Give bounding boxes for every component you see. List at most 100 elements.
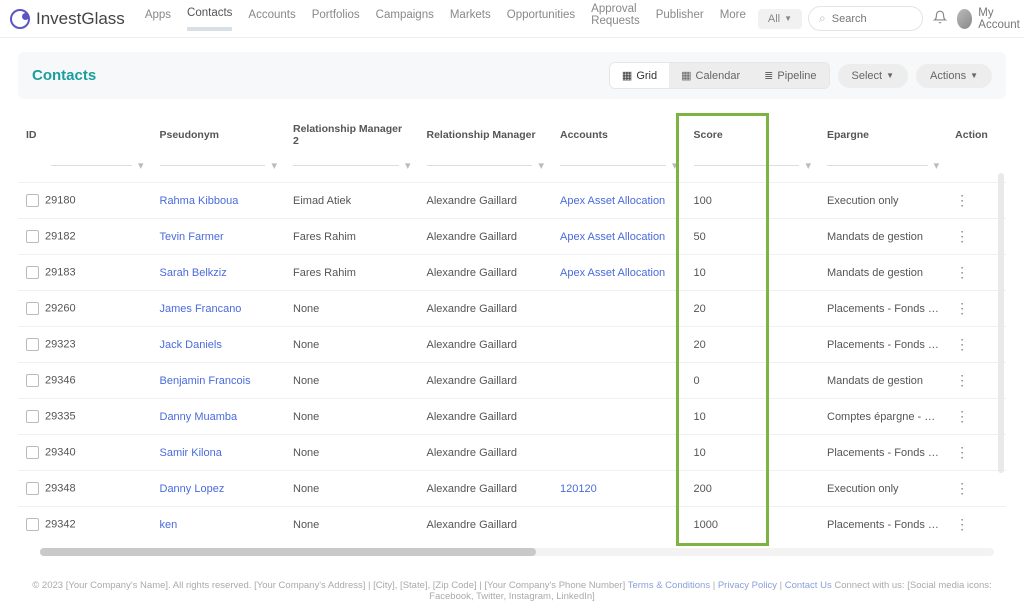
- col-id[interactable]: ID: [18, 113, 152, 155]
- filter-epargne[interactable]: ▾: [827, 159, 939, 172]
- nav-approval-requests[interactable]: Approval Requests: [591, 3, 640, 35]
- row-checkbox[interactable]: [26, 446, 39, 459]
- filter-score[interactable]: ▾: [694, 159, 812, 172]
- row-checkbox[interactable]: [26, 302, 39, 315]
- row-checkbox[interactable]: [26, 266, 39, 279]
- col-relationship-manager[interactable]: Relationship Manager: [419, 113, 553, 155]
- col-pseudonym[interactable]: Pseudonym: [152, 113, 286, 155]
- nav-accounts[interactable]: Accounts: [248, 9, 295, 29]
- search-input[interactable]: [832, 13, 912, 25]
- row-actions-icon[interactable]: ⋮: [955, 444, 969, 460]
- row-checkbox[interactable]: [26, 410, 39, 423]
- chevron-down-icon: ▼: [784, 14, 792, 23]
- col-accounts[interactable]: Accounts: [552, 113, 686, 155]
- pseudonym-link[interactable]: Danny Lopez: [160, 483, 225, 495]
- row-checkbox[interactable]: [26, 194, 39, 207]
- pseudonym-link[interactable]: Benjamin Francois: [160, 375, 251, 387]
- table-row[interactable]: 29335Danny MuambaNoneAlexandre Gaillard1…: [18, 399, 1006, 435]
- view-grid-button[interactable]: ▦ Grid: [610, 63, 669, 88]
- row-actions-icon[interactable]: ⋮: [955, 300, 969, 316]
- pseudonym-link[interactable]: Danny Muamba: [160, 411, 238, 423]
- pseudonym-link[interactable]: ken: [160, 519, 178, 531]
- footer-link-contact[interactable]: Contact Us: [785, 580, 832, 591]
- table-row[interactable]: 29180Rahma KibbouaEimad AtiekAlexandre G…: [18, 183, 1006, 219]
- table-row[interactable]: 29182Tevin FarmerFares RahimAlexandre Ga…: [18, 219, 1006, 255]
- cell: Alexandre Gaillard: [419, 507, 553, 543]
- nav-portfolios[interactable]: Portfolios: [312, 9, 360, 29]
- row-actions-icon[interactable]: ⋮: [955, 372, 969, 388]
- row-checkbox[interactable]: [26, 374, 39, 387]
- pseudonym-link[interactable]: Jack Daniels: [160, 339, 222, 351]
- nav-campaigns[interactable]: Campaigns: [376, 9, 434, 29]
- filter-id[interactable]: ▾: [26, 159, 144, 172]
- table-row[interactable]: 29323Jack DanielsNoneAlexandre Gaillard2…: [18, 327, 1006, 363]
- row-actions-icon[interactable]: ⋮: [955, 336, 969, 352]
- footer-link-privacy[interactable]: Privacy Policy: [718, 580, 777, 591]
- filter-pseudonym[interactable]: ▾: [160, 159, 278, 172]
- nav-more[interactable]: More: [720, 9, 746, 29]
- nav-markets[interactable]: Markets: [450, 9, 491, 29]
- nav-contacts[interactable]: Contacts: [187, 7, 232, 31]
- funnel-icon: ▾: [805, 159, 811, 172]
- cell: 20: [686, 291, 820, 327]
- select-label: Select: [852, 70, 883, 82]
- search-box[interactable]: ⌕: [808, 6, 923, 31]
- filter-relationship-manager[interactable]: ▾: [427, 159, 545, 172]
- row-actions-icon[interactable]: ⋮: [955, 408, 969, 424]
- row-checkbox[interactable]: [26, 338, 39, 351]
- funnel-icon: ▾: [538, 159, 544, 172]
- cell: [552, 435, 686, 471]
- cell: Placements - Fonds de pl...: [819, 327, 947, 363]
- account-link[interactable]: Apex Asset Allocation: [560, 195, 665, 207]
- table-row[interactable]: 29340Samir KilonaNoneAlexandre Gaillard1…: [18, 435, 1006, 471]
- nav-publisher[interactable]: Publisher: [656, 9, 704, 29]
- table-row[interactable]: 29348Danny LopezNoneAlexandre Gaillard12…: [18, 471, 1006, 507]
- nav-apps[interactable]: Apps: [145, 9, 171, 29]
- row-checkbox[interactable]: [26, 230, 39, 243]
- col-epargne[interactable]: Epargne: [819, 113, 947, 155]
- table-row[interactable]: 29183Sarah BelkzizFares RahimAlexandre G…: [18, 255, 1006, 291]
- table-row[interactable]: 29260James FrancanoNoneAlexandre Gaillar…: [18, 291, 1006, 327]
- filter-all-dropdown[interactable]: All ▼: [758, 9, 802, 29]
- account-link[interactable]: Apex Asset Allocation: [560, 267, 665, 279]
- pseudonym-link[interactable]: Sarah Belkziz: [160, 267, 227, 279]
- pseudonym-link[interactable]: Rahma Kibboua: [160, 195, 239, 207]
- row-actions-icon[interactable]: ⋮: [955, 480, 969, 496]
- cell: ken: [152, 507, 286, 543]
- row-checkbox[interactable]: [26, 482, 39, 495]
- col-score[interactable]: Score: [686, 113, 820, 155]
- row-actions-icon[interactable]: ⋮: [955, 516, 969, 532]
- vertical-scrollbar[interactable]: [998, 173, 1004, 473]
- row-actions-icon[interactable]: ⋮: [955, 264, 969, 280]
- view-calendar-button[interactable]: ▦ Calendar: [669, 63, 752, 88]
- actions-dropdown[interactable]: Actions ▼: [916, 64, 992, 88]
- brand-logo[interactable]: InvestGlass: [10, 9, 125, 29]
- footer-link-terms[interactable]: Terms & Conditions: [628, 580, 710, 591]
- horizontal-scrollbar[interactable]: [40, 548, 994, 556]
- table-row[interactable]: 29342kenNoneAlexandre Gaillard1000Placem…: [18, 507, 1006, 543]
- col-action[interactable]: Action: [947, 113, 1006, 155]
- table-row[interactable]: 29346Benjamin FrancoisNoneAlexandre Gail…: [18, 363, 1006, 399]
- cell: Sarah Belkziz: [152, 255, 286, 291]
- nav-opportunities[interactable]: Opportunities: [507, 9, 575, 29]
- account-menu[interactable]: My Account ▼: [957, 7, 1024, 31]
- filter-accounts[interactable]: ▾: [560, 159, 678, 172]
- row-actions-icon[interactable]: ⋮: [955, 228, 969, 244]
- pipeline-icon: ≣: [764, 69, 773, 82]
- funnel-icon: ▾: [672, 159, 678, 172]
- pseudonym-link[interactable]: Samir Kilona: [160, 447, 222, 459]
- pseudonym-link[interactable]: James Francano: [160, 303, 242, 315]
- cell: 29183: [18, 255, 152, 291]
- bell-icon[interactable]: [929, 6, 951, 31]
- cell: Rahma Kibboua: [152, 183, 286, 219]
- account-link[interactable]: Apex Asset Allocation: [560, 231, 665, 243]
- pseudonym-link[interactable]: Tevin Farmer: [160, 231, 224, 243]
- row-checkbox[interactable]: [26, 518, 39, 531]
- account-link[interactable]: 120120: [560, 483, 597, 495]
- scroll-thumb[interactable]: [40, 548, 536, 556]
- row-actions-icon[interactable]: ⋮: [955, 192, 969, 208]
- filter-relationship-manager-2[interactable]: ▾: [293, 159, 411, 172]
- view-pipeline-button[interactable]: ≣ Pipeline: [752, 63, 828, 88]
- col-relationship-manager-2[interactable]: Relationship Manager 2: [285, 113, 419, 155]
- select-dropdown[interactable]: Select ▼: [838, 64, 909, 88]
